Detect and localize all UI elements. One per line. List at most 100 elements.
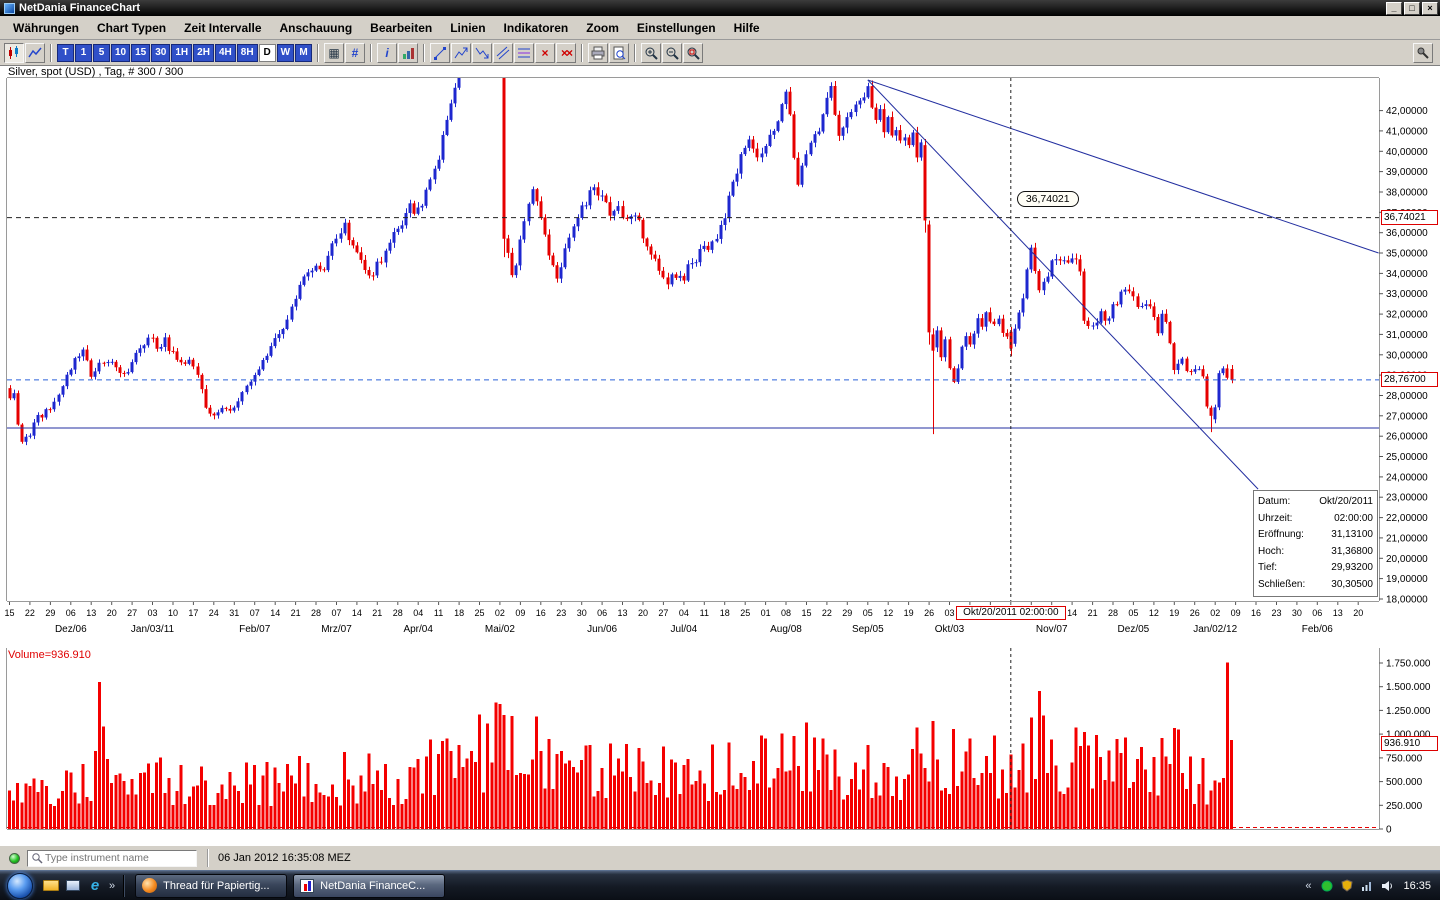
crosshair-price-tooltip: 36,74021 — [1016, 190, 1079, 207]
svg-text:22: 22 — [822, 608, 832, 618]
line-chart-icon — [28, 47, 42, 57]
data-window-row: Hoch: 31,36800 — [1258, 544, 1373, 561]
show-desktop-button[interactable] — [62, 875, 84, 897]
svg-text:01: 01 — [761, 608, 771, 618]
chart-type-line-button[interactable] — [25, 42, 45, 63]
trendline-tool-button[interactable] — [430, 42, 451, 63]
taskbar-task-thread[interactable]: Thread für Papiertig... — [135, 873, 288, 898]
close-button[interactable]: × — [1422, 1, 1438, 15]
hash-button[interactable]: # — [345, 42, 366, 63]
zoom-out-button[interactable] — [662, 42, 683, 63]
svg-text:1.750.000: 1.750.000 — [1386, 659, 1431, 670]
interval-8h-button[interactable]: 8H — [236, 43, 258, 62]
svg-text:36,00000: 36,00000 — [1386, 228, 1428, 239]
trendline-icon — [434, 46, 447, 60]
zoom-in-icon — [645, 47, 658, 60]
quick-launch-folder-button[interactable] — [40, 875, 62, 897]
data-window-row: Schließen: 30,30500 — [1258, 577, 1373, 594]
menu-zeit-intervalle[interactable]: Zeit Intervalle — [184, 20, 262, 35]
interval-tick-button[interactable]: T — [57, 43, 74, 62]
toolbar-separator — [634, 43, 637, 62]
svg-text:27: 27 — [127, 608, 137, 618]
trendline[interactable] — [867, 79, 1259, 490]
chart-type-candlestick-button[interactable] — [4, 42, 24, 63]
print-preview-button[interactable] — [609, 42, 630, 63]
svg-text:21,00000: 21,00000 — [1386, 533, 1428, 544]
svg-text:500.000: 500.000 — [1386, 777, 1423, 788]
tray-app-green-icon[interactable] — [1320, 879, 1334, 893]
network-icon[interactable] — [1360, 879, 1374, 893]
pin-panel-button[interactable] — [1413, 42, 1433, 63]
minimize-button[interactable]: _ — [1386, 1, 1402, 15]
svg-text:19: 19 — [1169, 608, 1179, 618]
svg-text:19,00000: 19,00000 — [1386, 574, 1428, 585]
channel-icon — [496, 46, 510, 59]
interval-daily-button[interactable]: D — [258, 43, 276, 62]
indicator-button[interactable] — [398, 42, 419, 63]
interval-1h-button[interactable]: 1H — [171, 43, 193, 62]
svg-text:28: 28 — [1108, 608, 1118, 618]
menu-einstellungen[interactable]: Einstellungen — [636, 20, 716, 35]
candlestick-chart[interactable]: 18,00000 19,00000 20,00000 21,00000 22,00000… — [0, 66, 1440, 845]
quick-launch-overflow-chevron[interactable]: » — [106, 880, 118, 892]
bar-chart-icon — [403, 47, 415, 59]
interval-4h-button[interactable]: 4H — [214, 43, 236, 62]
system-tray: « 16:35 — [1302, 879, 1440, 893]
menu-bearbeiten[interactable]: Bearbeiten — [370, 20, 433, 35]
menu-hilfe[interactable]: Hilfe — [733, 20, 760, 35]
interval-2h-button[interactable]: 2H — [193, 43, 214, 62]
svg-text:04: 04 — [679, 608, 689, 618]
grid-button[interactable]: ▦ — [324, 42, 345, 63]
svg-text:38,00000: 38,00000 — [1386, 188, 1428, 199]
print-preview-icon — [613, 46, 626, 59]
interval-monthly-button[interactable]: M — [295, 43, 313, 62]
interval-1m-button[interactable]: 1 — [75, 43, 92, 62]
volume-icon[interactable] — [1380, 879, 1394, 893]
print-button[interactable] — [588, 42, 609, 63]
maximize-button[interactable]: □ — [1404, 1, 1420, 15]
interval-10m-button[interactable]: 10 — [111, 43, 131, 62]
delete-drawing-button[interactable]: × — [535, 42, 556, 63]
info-button[interactable]: i — [377, 42, 398, 63]
svg-text:Nov/07: Nov/07 — [1036, 624, 1068, 635]
svg-text:20: 20 — [107, 608, 117, 618]
delete-all-drawings-button[interactable]: ×× — [556, 42, 577, 63]
svg-text:Feb/06: Feb/06 — [1302, 624, 1334, 635]
tray-shield-icon[interactable] — [1340, 879, 1354, 893]
start-button[interactable] — [7, 872, 33, 899]
svg-text:25,00000: 25,00000 — [1386, 452, 1428, 463]
interval-30m-button[interactable]: 30 — [151, 43, 171, 62]
interval-5m-button[interactable]: 5 — [93, 43, 110, 62]
channel-tool-button[interactable] — [493, 42, 514, 63]
data-window-key: Tief: — [1258, 562, 1278, 573]
menu-zoom[interactable]: Zoom — [586, 20, 619, 35]
interval-weekly-button[interactable]: W — [276, 43, 295, 62]
menu-chart-typen[interactable]: Chart Typen — [97, 20, 167, 35]
internet-explorer-button[interactable]: e — [84, 875, 106, 897]
instrument-search-input[interactable] — [45, 852, 193, 864]
interval-15m-button[interactable]: 15 — [131, 43, 151, 62]
menu-anschauung[interactable]: Anschauung — [279, 20, 353, 35]
menu-linien[interactable]: Linien — [450, 20, 486, 35]
svg-text:20: 20 — [1353, 608, 1363, 618]
trendline[interactable] — [867, 79, 1379, 254]
svg-text:09: 09 — [1231, 608, 1241, 618]
time-axis: 15 22 29 06 13 20 27 03 10 17 24 31 07 14 21 28 07 14 21 28… — [4, 602, 1363, 635]
svg-text:250.000: 250.000 — [1386, 801, 1423, 812]
grid-icon: ▦ — [328, 45, 340, 60]
svg-text:24,00000: 24,00000 — [1386, 472, 1428, 483]
fibonacci-tool-button[interactable] — [514, 42, 535, 63]
taskbar-task-netdania[interactable]: NetDania FinanceC... — [293, 873, 446, 898]
zigzag-up-tool-button[interactable] — [451, 42, 472, 63]
zigzag-down-tool-button[interactable] — [472, 42, 493, 63]
hidden-icons-chevron[interactable]: « — [1302, 880, 1314, 892]
svg-text:08: 08 — [781, 608, 791, 618]
menu-waehrungen[interactable]: Währungen — [13, 20, 79, 35]
zoom-in-button[interactable] — [641, 42, 662, 63]
menu-indikatoren[interactable]: Indikatoren — [503, 20, 569, 35]
taskbar-clock[interactable]: 16:35 — [1403, 879, 1431, 892]
svg-text:27,00000: 27,00000 — [1386, 411, 1428, 422]
taskbar-separator — [123, 874, 125, 897]
zoom-reset-button[interactable] — [683, 42, 704, 63]
svg-text:32,00000: 32,00000 — [1386, 310, 1428, 321]
